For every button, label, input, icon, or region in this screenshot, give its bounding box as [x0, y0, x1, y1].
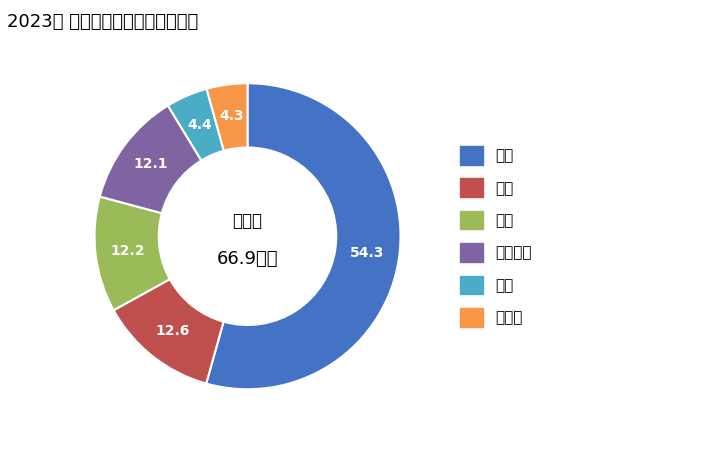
- Wedge shape: [114, 279, 223, 383]
- Wedge shape: [100, 106, 202, 213]
- Text: 12.6: 12.6: [155, 324, 190, 338]
- Wedge shape: [206, 83, 400, 389]
- Legend: 韓国, タイ, 台湾, ベトナム, 中国, その他: 韓国, タイ, 台湾, ベトナム, 中国, その他: [454, 140, 538, 333]
- Text: 総　額: 総 額: [232, 212, 263, 230]
- Text: 4.4: 4.4: [187, 118, 212, 132]
- Wedge shape: [207, 83, 248, 151]
- Text: 12.2: 12.2: [110, 244, 145, 258]
- Wedge shape: [168, 89, 223, 161]
- Text: 2023年 輸出相手国のシェア（％）: 2023年 輸出相手国のシェア（％）: [7, 14, 199, 32]
- Text: 54.3: 54.3: [350, 246, 384, 260]
- Wedge shape: [95, 197, 170, 310]
- Text: 4.3: 4.3: [219, 109, 244, 123]
- Text: 12.1: 12.1: [133, 157, 168, 171]
- Text: 66.9億円: 66.9億円: [217, 250, 278, 268]
